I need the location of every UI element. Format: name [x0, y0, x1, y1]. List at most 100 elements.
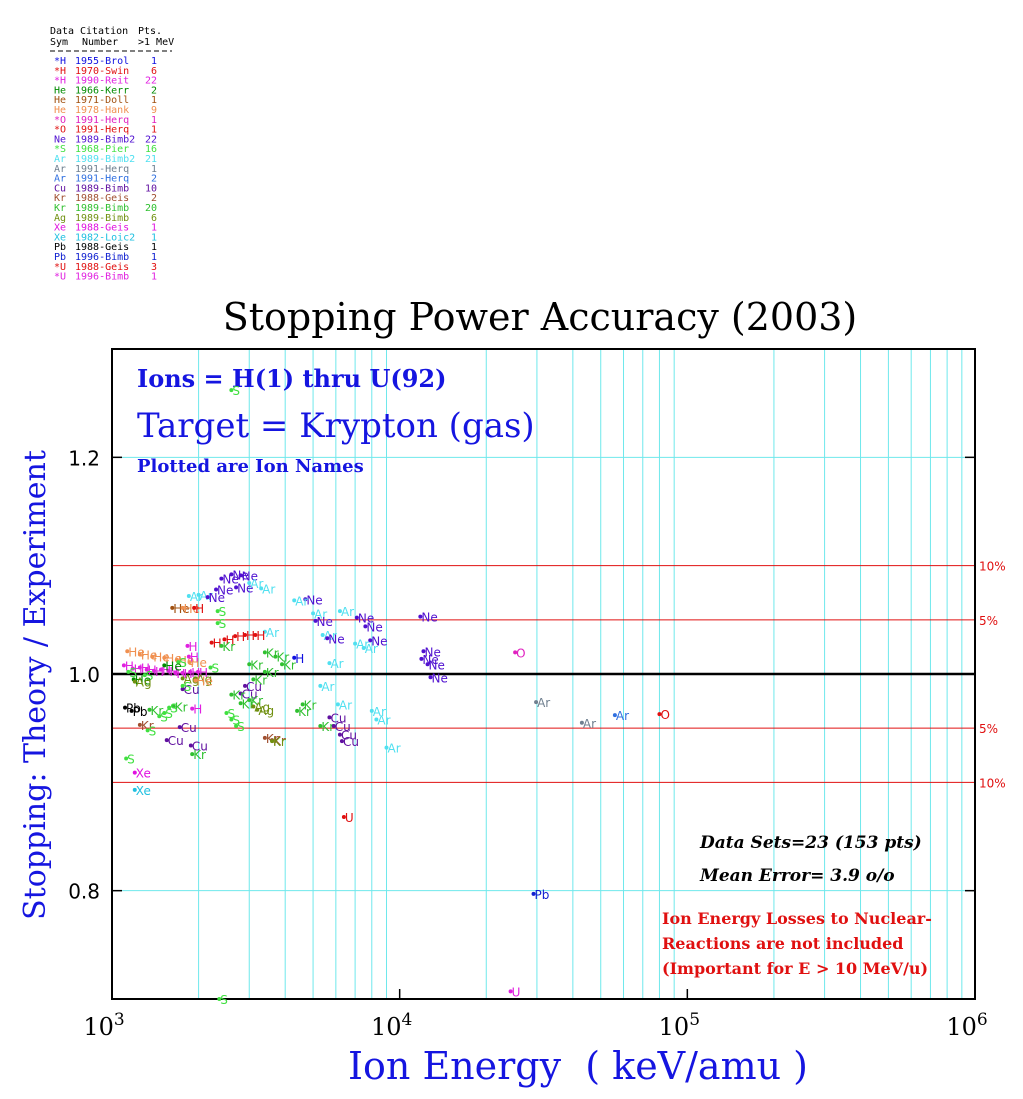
legend-points: 22: [145, 76, 157, 87]
data-point-label: Kr: [242, 697, 255, 711]
data-point-label: O: [660, 708, 669, 722]
data-point-marker: [150, 654, 155, 659]
legend-citation: 1988-Geis: [75, 242, 129, 253]
legend: Data Citation Pts. Sym Number >1 MeV *H 1955-Br…: [50, 26, 174, 283]
data-point-marker: [144, 667, 149, 672]
data-point-marker: [508, 989, 513, 994]
data-point-label: He: [141, 649, 157, 663]
data-point-label: He: [191, 656, 207, 670]
legend-symbol: *U: [54, 272, 66, 283]
legend-symbol: Kr: [54, 193, 66, 204]
data-point-marker: [421, 649, 426, 654]
data-point-label: H: [199, 666, 208, 680]
data-point-marker: [354, 615, 359, 620]
legend-citation: 1996-Bimb: [75, 252, 129, 263]
legend-header: Citation: [80, 26, 128, 37]
legend-points: 1: [151, 56, 157, 67]
data-point-marker: [166, 668, 171, 673]
legend-citation: 1990-Reit: [75, 76, 129, 87]
data-point-label: S: [232, 384, 240, 398]
data-point-marker: [132, 770, 137, 775]
data-point-label: H: [184, 667, 193, 681]
legend-points: 1: [151, 115, 157, 126]
data-point-marker: [222, 637, 227, 642]
data-point-label: Ne: [371, 634, 387, 648]
data-point-label: Kr: [304, 698, 317, 712]
x-tick-label: 105: [659, 1010, 700, 1041]
data-point-label: Cu: [242, 688, 258, 702]
data-point-label: H: [188, 640, 197, 654]
data-point-marker: [238, 573, 243, 578]
data-point-marker: [292, 655, 297, 660]
legend-symbol: Kr: [54, 203, 66, 214]
legend-points: 1: [151, 232, 157, 243]
legend-citation: 1966-Kerr: [75, 85, 129, 96]
data-point-marker: [145, 728, 150, 733]
data-point-label: H: [125, 659, 134, 673]
legend-points: 1: [151, 125, 157, 136]
data-point-marker: [180, 670, 185, 675]
data-point-marker: [167, 705, 172, 710]
data-point-label: Ne: [217, 584, 233, 598]
data-point-label: Cu: [184, 683, 200, 697]
x-axis-label: Ion Energy ( keV/amu ): [348, 1044, 808, 1088]
data-point-label: Ne: [366, 620, 382, 634]
data-point-label: H: [225, 633, 234, 647]
error-band-label: 5%: [979, 614, 998, 628]
legend-symbol: Pb: [54, 252, 66, 263]
legend-citation: 1988-Geis: [75, 262, 129, 273]
data-point-label: Ag: [136, 676, 152, 690]
legend-citation: 1988-Geis: [75, 193, 129, 204]
legend-header: Pts.: [138, 26, 162, 37]
data-point-marker: [320, 633, 325, 637]
data-point-marker: [318, 724, 323, 728]
legend-citation: 1978-Hank: [75, 105, 129, 116]
legend-citation: 1989-Bimb: [75, 203, 129, 214]
data-point-label: H: [236, 630, 245, 644]
data-point-label: H: [213, 637, 222, 651]
data-point-marker: [313, 618, 318, 623]
data-point-marker: [180, 687, 185, 692]
note-line: (Important for E > 10 MeV/u): [662, 959, 928, 978]
data-point-label: He: [184, 602, 200, 616]
data-point-label: Pb: [535, 888, 550, 902]
datasets-annotation: Data Sets=23 (153 pts): [699, 833, 922, 853]
data-point-marker: [190, 752, 195, 757]
data-point-label: Kr: [150, 704, 163, 718]
data-point-marker: [170, 605, 175, 610]
y-tick-label: 1.0: [68, 663, 100, 687]
data-point-marker: [123, 705, 128, 710]
data-point-label: H: [295, 652, 304, 666]
data-point-marker: [513, 650, 518, 655]
data-point-label: Ne: [429, 658, 445, 672]
data-point-marker: [273, 654, 278, 659]
data-point-marker: [327, 661, 332, 666]
data-point-label: Ne: [424, 645, 440, 659]
y-tick-label: 1.2: [68, 446, 100, 470]
legend-points: 1: [151, 242, 157, 253]
data-point-marker: [186, 594, 191, 598]
data-point-marker: [177, 725, 182, 730]
data-point-marker: [173, 670, 178, 675]
legend-citation: 1968-Pier: [75, 144, 129, 155]
legend-symbol: Cu: [54, 183, 66, 194]
data-point-label: S: [127, 753, 135, 767]
data-point-label: Ne: [242, 569, 258, 583]
data-point-label: He: [196, 675, 212, 689]
data-point-marker: [303, 597, 308, 602]
legend-symbol: *S: [54, 144, 66, 155]
data-point-label: Cu: [335, 720, 351, 734]
data-point-label: Ar: [190, 590, 203, 604]
data-point-marker: [262, 629, 267, 634]
data-point-label: Xe: [136, 784, 151, 798]
data-point-label: He: [153, 651, 169, 665]
data-point-label: Kr: [283, 658, 296, 672]
data-point-label: Ar: [616, 709, 629, 723]
data-point-label: Cu: [168, 734, 184, 748]
data-point-label: Ne: [358, 612, 374, 626]
data-point-marker: [534, 700, 539, 705]
data-point-marker: [428, 675, 433, 680]
data-point-label: Ar: [583, 717, 596, 731]
data-point-marker: [137, 652, 142, 657]
data-point-marker: [162, 663, 167, 668]
